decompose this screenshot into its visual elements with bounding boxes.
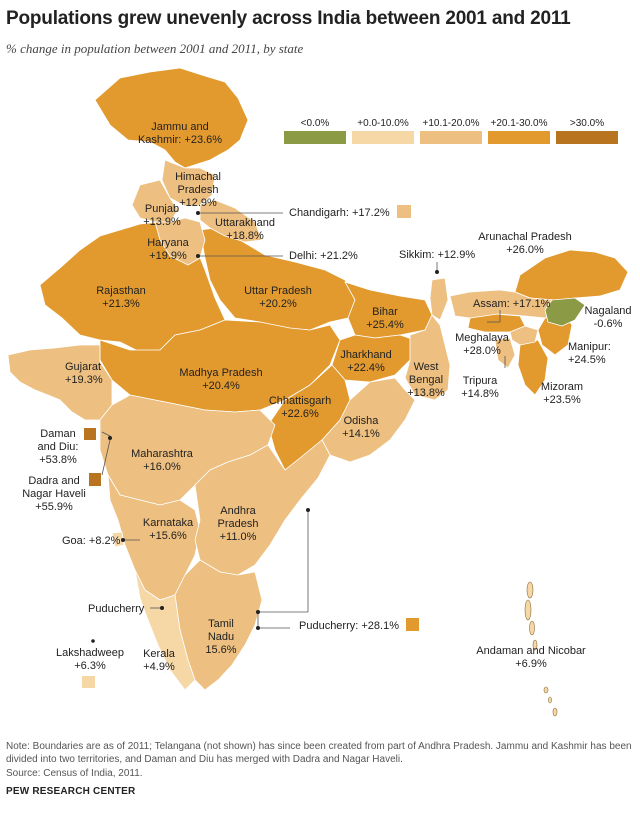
label-bihar: Bihar +25.4% [366,306,404,331]
label-delhi: Delhi: +21.2% [289,250,358,262]
label-maharashtra: Maharashtra +16.0% [131,448,194,473]
legend-item-0: <0.0% [282,118,348,144]
label-andhra: Andhra Pradesh +11.0% [218,505,259,543]
label-uttar-pradesh: Uttar Pradesh +20.2% [244,285,312,310]
legend-item-2: +10.1-20.0% [418,118,484,144]
label-goa: Goa: +8.2% [62,535,121,547]
legend-swatch [284,131,346,144]
daman-swatch [84,428,96,440]
state-uttar-pradesh [199,227,356,331]
state-haryana [154,217,206,266]
state-kerala [134,569,196,691]
legend-swatch [420,131,482,144]
legend-item-3: +20.1-30.0% [486,118,552,144]
label-chhattisgarh: Chhattisgarh +22.6% [269,395,331,420]
label-puducherry-top: Puducherry [88,603,145,615]
label-madhya-pradesh: Madhya Pradesh +20.4% [179,367,262,392]
label-chandigarh: Chandigarh: +17.2% [289,207,390,219]
state-himachal [161,159,216,207]
label-assam: Assam: +17.1% [473,298,551,310]
andaman-islands [524,581,558,717]
state-sikkim-wb-north [429,277,449,321]
footnote: Note: Boundaries are as of 2011; Telanga… [6,741,632,765]
chart-title: Populations grew unevenly across India b… [6,8,571,29]
lakshadweep-swatch [82,676,95,688]
legend-label: +10.1-20.0% [422,118,480,129]
label-sikkim: Sikkim: +12.9% [399,249,475,261]
label-dadra: Dadra and Nagar Haveli +55.9% [22,475,86,513]
source-line: Source: Census of India, 2011. [6,768,143,779]
brand-logo-text: PEW RESEARCH CENTER [6,786,136,797]
label-lakshadweep: Lakshadweep +6.3% [56,647,124,672]
state-jammu-kashmir [94,67,249,169]
label-jammu-kashmir: Jammu and Kashmir: +23.6% [138,121,222,146]
chandigarh-swatch [397,205,411,218]
state-arunachal [514,249,629,301]
legend-label: >30.0% [569,118,605,129]
label-himachal: Himachal Pradesh +12.9% [175,171,221,209]
label-gujarat: Gujarat +19.3% [65,361,103,386]
state-tripura [494,337,516,369]
chart-subtitle: % change in population between 2001 and … [6,41,304,56]
legend-swatch [352,131,414,144]
label-uttarakhand: Uttarakhand +18.8% [215,217,275,242]
label-haryana: Haryana +19.9% [147,237,189,262]
label-karnataka: Karnataka +15.6% [143,517,194,542]
state-nagaland [544,297,586,327]
state-uttarakhand [199,199,263,243]
state-bihar [344,281,433,339]
legend-label: <0.0% [300,118,330,129]
label-jharkhand: Jharkhand +22.4% [340,349,391,374]
label-odisha: Odisha +14.1% [342,415,380,440]
label-punjab: Punjab +13.9% [143,203,181,228]
label-mizoram: Mizoram +23.5% [541,381,583,406]
label-west-bengal: West Bengal +13.8% [407,361,445,399]
legend-label: +0.0-10.0% [357,118,409,129]
legend-swatch [556,131,618,144]
legend-swatch [488,131,550,144]
puducherry-swatch [406,618,419,631]
legend-item-1: +0.0-10.0% [350,118,416,144]
state-mizoram [517,339,549,396]
label-meghalaya: Meghalaya +28.0% [455,332,510,357]
label-tripura: Tripura +14.8% [461,375,499,400]
label-tamil-nadu: Tamil Nadu 15.6% [205,618,236,656]
label-andaman: Andaman and Nicobar +6.9% [476,645,586,670]
state-west-bengal [404,314,451,401]
label-kerala: Kerala +4.9% [143,648,176,673]
state-assam-south [509,325,539,346]
legend-item-4: >30.0% [554,118,620,144]
label-nagaland: Nagaland -0.6% [584,305,631,330]
legend-label: +20.1-30.0% [490,118,548,129]
label-puducherry: Puducherry: +28.1% [299,620,399,632]
label-manipur: Manipur: +24.5% [568,341,611,366]
state-goa [111,531,125,548]
label-rajasthan: Rajasthan +21.3% [96,285,146,310]
label-arunachal: Arunachal Pradesh +26.0% [478,231,572,256]
label-daman-diu: Daman and Diu: +53.8% [38,428,79,466]
dadra-swatch [89,473,101,486]
